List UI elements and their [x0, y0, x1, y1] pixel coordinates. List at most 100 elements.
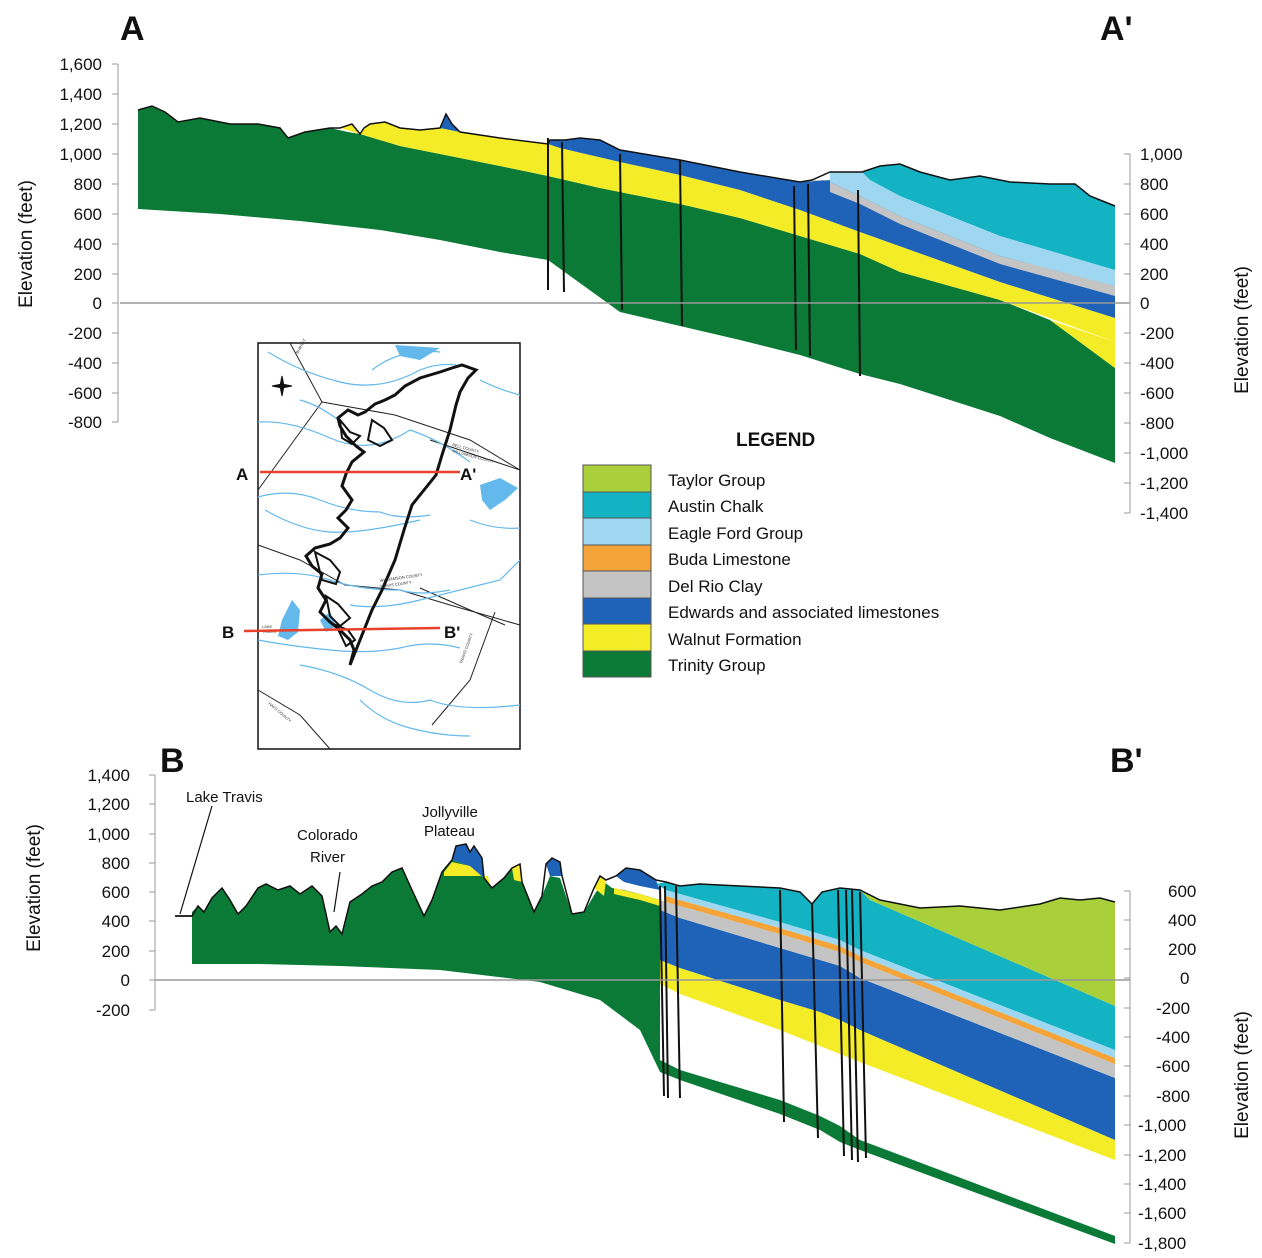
section-b-annotation-leaders	[179, 805, 341, 915]
section-b-edwards-top	[452, 844, 484, 878]
map-label-a-prime: A'	[460, 465, 476, 484]
north-arrow-icon	[271, 375, 293, 397]
legend-item-label: Walnut Formation	[668, 630, 802, 649]
section-b-del-rio	[660, 900, 1115, 1078]
legend-item-label: Austin Chalk	[668, 497, 764, 516]
section-a-left-tick: 200	[74, 265, 102, 284]
section-b-austin-chalk	[656, 882, 1115, 1050]
section-b-right-tick: -1,800	[1138, 1234, 1186, 1253]
section-b-left-axis: 1,400 1,200 1,000 800 600 400 200 0 -200…	[24, 766, 156, 1020]
section-b-surface-line	[175, 843, 1116, 936]
map-label-b: B	[222, 623, 234, 642]
section-b-edwards-top-2	[546, 858, 562, 876]
section-b-left-tick: -200	[96, 1001, 130, 1020]
section-b-right-tick: -1,600	[1138, 1204, 1186, 1223]
section-b-right-tick: 600	[1168, 882, 1196, 901]
svg-text:WILLIAMSON COUNTY: WILLIAMSON COUNTY	[379, 572, 423, 583]
section-b-left-tick: 200	[102, 942, 130, 961]
map-aquifer-inner	[313, 416, 394, 648]
section-a-right-axis-label: Elevation (feet)	[1232, 266, 1253, 394]
legend-item-label: Taylor Group	[668, 471, 765, 490]
map-label-b-prime: B'	[444, 623, 460, 642]
legend-swatch-edwards	[582, 597, 652, 625]
section-a-right-tick: -1,400	[1140, 504, 1188, 523]
section-a-right-tick: 1,000	[1140, 145, 1183, 164]
annotation-jollyville-line2: Plateau	[424, 823, 475, 840]
section-a-right-axis: 1,000 800 600 400 200 0 -200 -400 -600 -…	[1124, 145, 1253, 523]
section-b-eagle-ford	[666, 890, 1115, 1058]
section-a-left-tick: 0	[93, 294, 102, 313]
section-a-left-tick: 400	[74, 235, 102, 254]
section-b-left-axis-label: Elevation (feet)	[24, 824, 45, 952]
annotation-jollyville-line1: Jollyville	[422, 804, 478, 821]
section-a-right-tick: -200	[1140, 324, 1174, 343]
section-b-right-tick: 400	[1168, 911, 1196, 930]
section-b-right-tick: 200	[1168, 940, 1196, 959]
section-b-right-axis: 600 400 200 0 -200 -400 -600 -800 -1,000…	[1124, 882, 1253, 1253]
section-a-right-tick: -1,000	[1140, 444, 1188, 463]
annotation-colorado-river-line2: River	[310, 849, 345, 866]
legend: LEGEND Taylor Group Austin Chalk Eagle F…	[582, 430, 939, 678]
section-a-left-tick: -800	[68, 413, 102, 432]
section-a-left-tick: -200	[68, 324, 102, 343]
annotation-lake-travis: Lake Travis	[186, 789, 263, 806]
section-b-left-tick: 0	[121, 971, 130, 990]
map-label-a: A	[236, 465, 248, 484]
section-b-left-tick: 1,000	[87, 825, 130, 844]
section-a-right-tick: 400	[1140, 235, 1168, 254]
section-a-right-tick: 200	[1140, 265, 1168, 284]
section-b-walnut-band	[660, 960, 1115, 1160]
section-a-right-tick: -400	[1140, 354, 1174, 373]
section-a-right-tick: -800	[1140, 414, 1174, 433]
map-section-line-b	[243, 626, 441, 633]
section-a-austin-chalk	[862, 164, 1115, 270]
section-b-walnut-4	[614, 888, 660, 906]
section-a-right-tick: 600	[1140, 205, 1168, 224]
section-a-strata	[137, 105, 1116, 463]
section-b-left-tick: 1,200	[87, 795, 130, 814]
section-b-taylor-group	[860, 890, 1115, 1006]
map-frame	[257, 342, 521, 750]
section-b-walnut	[444, 862, 490, 886]
section-a-eagle-ford	[830, 172, 1115, 286]
section-a-right-tick: -600	[1140, 384, 1174, 403]
legend-item-label: Del Rio Clay	[668, 577, 763, 596]
section-b-buda	[666, 896, 1115, 1064]
section-a-left-tick: 800	[74, 175, 102, 194]
legend-swatch-buda-limestone	[582, 544, 652, 572]
section-a-end-label: A'	[1100, 10, 1133, 48]
map-aquifer-outline	[304, 363, 479, 666]
section-b-strata	[175, 805, 1116, 1244]
legend-swatch-del-rio-clay	[582, 570, 652, 599]
svg-text:LAKE: LAKE	[262, 624, 273, 629]
section-a-faults	[547, 138, 861, 377]
legend-swatch-trinity-group	[582, 650, 652, 678]
legend-swatch-taylor-group	[582, 464, 652, 493]
section-b-right-tick: -800	[1156, 1087, 1190, 1106]
section-b-right-tick: -400	[1156, 1028, 1190, 1047]
section-a-trinity-group	[138, 106, 1115, 463]
section-b-faults	[659, 885, 867, 1163]
section-b-edwards-top-3	[616, 868, 660, 890]
section-b-left-tick: 400	[102, 912, 130, 931]
section-b-end-label: B'	[1110, 742, 1143, 780]
section-b-walnut-2	[512, 864, 522, 882]
section-b-right-tick: -1,400	[1138, 1175, 1186, 1194]
annotation-colorado-river-line1: Colorado	[297, 827, 358, 844]
section-a-left-tick: 1,600	[59, 55, 102, 74]
section-b-left-tick: 1,400	[87, 766, 130, 785]
section-a-left-tick: -400	[68, 354, 102, 373]
section-b-right-tick: -1,200	[1138, 1146, 1186, 1165]
section-a-left-tick: 600	[74, 205, 102, 224]
section-b-left-tick: 600	[102, 883, 130, 902]
legend-swatch-austin-chalk	[582, 491, 652, 519]
legend-item-label: Buda Limestone	[668, 550, 791, 569]
section-b-left-tick: 800	[102, 854, 130, 873]
section-a-left-tick: -600	[68, 384, 102, 403]
section-a-left-tick: 1,400	[59, 85, 102, 104]
legend-item-label: Eagle Ford Group	[668, 524, 803, 543]
legend-swatch-walnut-formation	[582, 623, 652, 652]
section-b-right-tick: 0	[1180, 969, 1189, 988]
legend-swatch-eagle-ford-group	[582, 517, 652, 546]
